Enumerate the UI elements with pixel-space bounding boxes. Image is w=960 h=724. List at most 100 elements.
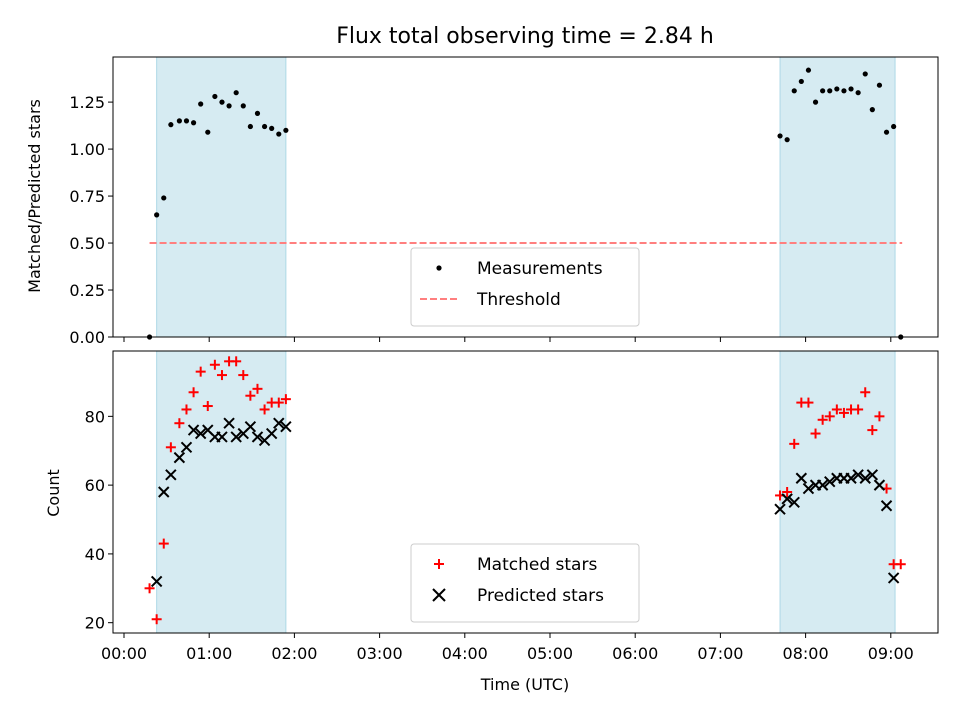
- x-tick-label: 09:00: [868, 644, 914, 663]
- predicted-star-point: [774, 503, 786, 515]
- matched-star-point: [280, 394, 291, 405]
- matched-star-point: [817, 414, 828, 425]
- legend-label: Measurements: [477, 259, 603, 279]
- x-tick-label: 02:00: [271, 644, 317, 663]
- top-panel: 0.00 0.25 0.50 0.75 1.00 1.25 Measurements Thre…: [69, 56, 939, 347]
- x-axis-label: Time (UTC): [480, 675, 569, 694]
- matched-star-point: [174, 418, 185, 429]
- predicted-star-point: [802, 482, 815, 495]
- matched-star-point: [853, 404, 864, 415]
- predicted-star-point: [165, 469, 177, 481]
- measurement-point: [820, 88, 826, 94]
- measurement-point: [154, 212, 160, 218]
- y-tick-label: 1.00: [69, 140, 105, 159]
- measurement-point: [233, 90, 239, 96]
- predicted-star-point: [781, 493, 793, 505]
- measurement-point: [212, 93, 218, 100]
- legend-label: Threshold: [476, 290, 561, 310]
- legend: Measurements Threshold: [410, 247, 640, 327]
- measurement-point: [791, 88, 797, 94]
- predicted-star-point: [795, 472, 808, 484]
- measurement-point: [876, 82, 883, 88]
- x-tick-label: 03:00: [357, 644, 403, 663]
- measurement-point: [869, 107, 875, 113]
- predicted-star-point: [180, 441, 193, 453]
- measurement-point: [269, 125, 275, 132]
- y-tick-label: 0.00: [69, 328, 105, 347]
- x-tick-label: 01:00: [186, 644, 232, 663]
- y-tick-label: 0.50: [69, 234, 105, 253]
- matched-star-point: [188, 387, 199, 398]
- predicted-star-point: [816, 479, 829, 491]
- bottom-y-axis-label: Count: [44, 469, 63, 517]
- matched-star-point: [895, 559, 906, 570]
- top-y-axis-label: Matched/Predicted stars: [25, 99, 44, 293]
- chart-title: Flux total observing time = 2.84 h: [336, 24, 714, 49]
- matched-star-point: [860, 387, 871, 398]
- legend-box: [410, 247, 640, 327]
- predicted-star-point: [866, 469, 879, 481]
- predicted-star-point: [852, 469, 864, 481]
- matched-star-point: [810, 428, 821, 439]
- matched-star-point: [181, 404, 192, 415]
- measurement-point: [219, 99, 225, 105]
- measurement-point: [168, 122, 174, 128]
- matched-star-point: [144, 583, 155, 594]
- measurement-point: [848, 86, 854, 92]
- measurement-point: [855, 90, 861, 96]
- measurement-point: [276, 131, 282, 137]
- x-tick-label: 06:00: [612, 644, 658, 663]
- legend-dot-marker: [436, 265, 442, 271]
- y-tick-label: 60: [85, 476, 105, 495]
- predicted-star-point: [194, 427, 207, 440]
- predicted-star-point: [845, 472, 857, 484]
- predicted-star-point: [880, 500, 893, 512]
- legend-x-marker: [432, 588, 446, 602]
- legend-label: Predicted stars: [477, 586, 604, 606]
- measurement-point: [805, 67, 812, 73]
- matched-star-point: [245, 390, 256, 401]
- measurement-point: [283, 127, 289, 133]
- predicted-star-point: [230, 431, 242, 443]
- observing-window-1: [780, 351, 896, 633]
- y-tick-label: 1.25: [69, 93, 105, 112]
- matched-star-point: [824, 411, 835, 422]
- matched-star-point: [209, 359, 220, 370]
- measurement-point: [841, 88, 847, 94]
- matched-star-point: [831, 404, 842, 415]
- matched-star-point: [165, 442, 176, 453]
- observing-window-0: [156, 351, 286, 633]
- y-tick-label: 0.25: [69, 281, 105, 300]
- matched-star-point: [874, 411, 885, 422]
- measurement-point: [812, 99, 819, 105]
- measurement-point: [798, 78, 804, 85]
- matched-star-point: [838, 407, 849, 418]
- matched-star-point: [151, 614, 162, 625]
- y-tick-label: 0.75: [69, 187, 105, 206]
- matched-star-point: [158, 538, 169, 549]
- measurement-point: [205, 129, 211, 135]
- legend: Matched stars Predicted stars: [410, 543, 640, 623]
- bottom-panel: 20 40 60 80 00:00 01:00 02:00 03:00 04:00 05:00 06…: [85, 350, 939, 663]
- matched-star-point: [782, 487, 793, 497]
- y-tick-label: 80: [85, 407, 105, 426]
- measurement-point: [183, 118, 190, 124]
- measurement-point: [784, 137, 790, 143]
- predicted-star-point: [173, 451, 186, 464]
- observing-window-0: [156, 57, 286, 337]
- matched-star-point: [252, 383, 263, 394]
- matched-star-point: [789, 438, 800, 449]
- measurement-point: [254, 110, 261, 116]
- predicted-star-point: [150, 575, 163, 588]
- x-tick-label: 05:00: [527, 644, 573, 663]
- predicted-star-point: [788, 496, 800, 509]
- predicted-star-point: [280, 420, 292, 433]
- predicted-star-point: [251, 431, 264, 443]
- measurement-point: [862, 71, 868, 77]
- axes-frame: [112, 350, 939, 634]
- matched-star-point: [195, 366, 206, 377]
- measurement-point: [261, 123, 268, 130]
- measurement-point: [883, 129, 890, 135]
- matched-star-point: [867, 425, 878, 436]
- legend-box: [410, 543, 640, 623]
